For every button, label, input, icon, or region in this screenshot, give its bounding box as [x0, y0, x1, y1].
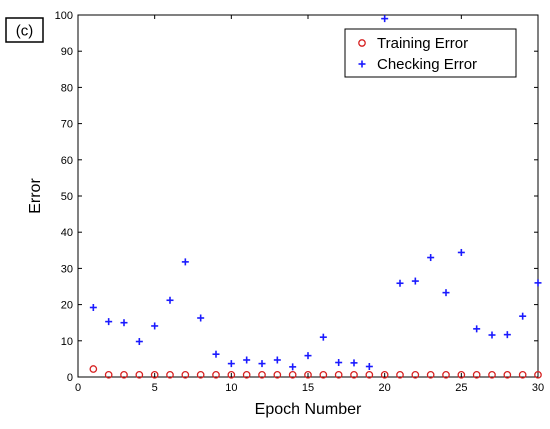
checking-error-point	[396, 279, 404, 287]
training-error-point	[258, 370, 266, 379]
training-error-point	[503, 370, 512, 379]
checking-error-point	[365, 363, 373, 371]
panel-label-box: (c)	[5, 17, 44, 43]
training-error-point	[120, 370, 128, 379]
checking-error-point	[243, 356, 251, 364]
checking-error-point	[258, 360, 266, 368]
x-tick-label: 10	[225, 382, 237, 394]
training-error-point	[166, 370, 174, 379]
y-tick-label: 50	[61, 191, 73, 203]
training-error-point	[288, 370, 297, 379]
training-error-point	[242, 370, 251, 379]
y-tick-label: 10	[61, 336, 73, 348]
y-tick-label: 60	[61, 155, 73, 167]
checking-error-point	[503, 331, 511, 339]
legend-label-training-error: Training Error	[377, 35, 468, 52]
y-tick-label: 30	[61, 263, 73, 275]
y-tick-label: 20	[61, 300, 73, 312]
checking-error-point	[319, 333, 327, 341]
training-error-point	[227, 370, 236, 379]
series-training-error	[89, 365, 542, 379]
x-tick-label: 30	[532, 382, 544, 394]
checking-error-point	[212, 350, 220, 358]
checking-error-point	[381, 15, 389, 23]
training-error-point	[181, 370, 190, 379]
training-error-point	[488, 370, 496, 379]
training-error-point	[442, 370, 450, 379]
y-tick-label: 0	[67, 372, 73, 384]
legend-marker-checking-error	[358, 60, 366, 68]
checking-error-point	[304, 352, 312, 360]
training-error-point	[411, 370, 420, 379]
y-tick-label: 80	[61, 82, 73, 94]
training-error-point	[457, 370, 466, 379]
checking-error-point	[519, 312, 527, 320]
x-tick-label: 0	[75, 382, 81, 394]
training-error-point	[350, 370, 358, 379]
x-tick-label: 15	[302, 382, 314, 394]
panel-label: (c)	[16, 23, 34, 40]
checking-error-point	[166, 296, 174, 304]
legend-box	[344, 28, 517, 78]
data-series	[89, 15, 542, 379]
checking-error-point	[427, 254, 435, 262]
training-error-point	[334, 370, 343, 379]
checking-error-point	[488, 331, 496, 339]
checking-error-point	[289, 363, 297, 371]
x-tick-label: 5	[152, 382, 158, 394]
legend: Training Error Checking Error	[344, 28, 517, 78]
y-tick-label: 100	[55, 10, 73, 22]
checking-error-point	[227, 360, 235, 368]
training-error-point	[534, 370, 542, 379]
training-error-point	[150, 370, 159, 379]
checking-error-point	[411, 277, 419, 285]
training-error-point	[212, 370, 220, 379]
training-error-point	[89, 365, 98, 373]
y-tick-label: 90	[61, 46, 73, 58]
checking-error-point	[273, 356, 281, 364]
training-error-point	[273, 370, 282, 379]
training-error-point	[380, 370, 389, 379]
checking-error-point	[335, 359, 343, 367]
checking-error-point	[181, 258, 189, 266]
checking-error-point	[350, 359, 358, 367]
training-error-point	[104, 370, 113, 379]
x-tick-label: 20	[379, 382, 391, 394]
y-tick-label: 70	[61, 119, 73, 131]
x-axis: 0 5 10 15 20 25 30	[75, 15, 544, 394]
checking-error-point	[197, 314, 205, 322]
legend-label-checking-error: Checking Error	[377, 56, 477, 73]
checking-error-point	[534, 279, 542, 287]
series-checking-error	[89, 15, 542, 371]
training-error-point	[365, 370, 374, 379]
checking-error-point	[442, 289, 450, 297]
legend-marker-training-error	[358, 39, 366, 47]
y-axis: 0 10 20 30 40 50 60 70 80 90 100	[55, 10, 538, 384]
checking-error-point	[89, 303, 97, 311]
checking-error-point	[473, 325, 481, 333]
training-error-point	[319, 370, 328, 379]
x-axis-title: Epoch Number	[255, 401, 362, 418]
training-error-point	[196, 370, 205, 379]
training-error-point	[426, 370, 435, 379]
training-error-point	[518, 370, 527, 379]
checking-error-point	[120, 319, 128, 327]
training-error-point	[396, 370, 404, 379]
x-tick-label: 25	[455, 382, 467, 394]
checking-error-point	[135, 338, 143, 346]
training-error-point	[304, 370, 312, 379]
training-error-point	[135, 370, 144, 379]
checking-error-point	[151, 322, 159, 330]
training-error-point	[472, 370, 481, 379]
y-tick-label: 40	[61, 227, 73, 239]
checking-error-point	[457, 248, 465, 256]
y-axis-title: Error	[27, 178, 44, 214]
checking-error-point	[105, 318, 113, 326]
